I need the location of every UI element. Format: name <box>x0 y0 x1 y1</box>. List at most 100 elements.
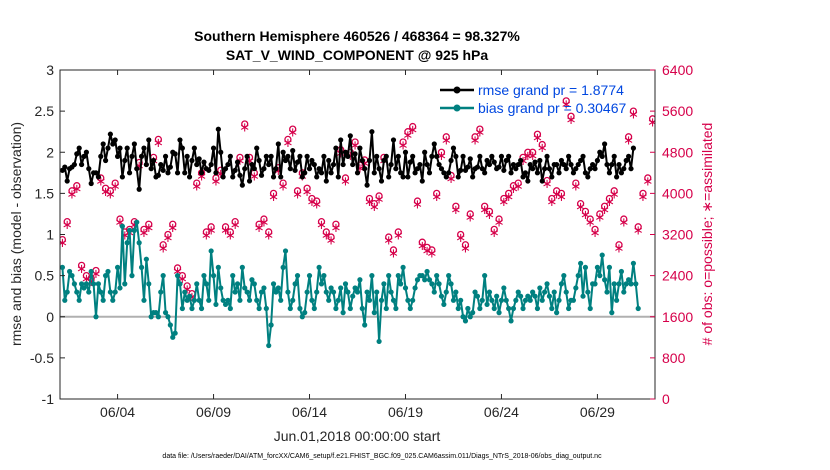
y-tick-label: 0 <box>46 309 54 325</box>
rmse-point <box>611 153 617 159</box>
obs-assimilated-point: ∗ <box>503 189 514 204</box>
rmse-point <box>352 151 358 157</box>
rmse-point <box>194 161 200 168</box>
y-right-tick-label: 0 <box>662 391 670 407</box>
rmse-point <box>448 157 454 164</box>
rmse-point <box>208 161 214 168</box>
bias-point <box>126 227 133 233</box>
legend-rmse-label: rmse grand pr = 1.8774 <box>478 82 624 98</box>
rmse-point <box>100 141 106 147</box>
obs-possible-point <box>394 228 402 236</box>
obs-possible-point <box>615 241 623 249</box>
rmse-point <box>520 174 526 180</box>
obs-assimilated-point: ∗ <box>86 274 97 289</box>
obs-assimilated-point: ∗ <box>115 215 126 230</box>
obs-assimilated-point: ∗ <box>417 238 428 253</box>
obs-assimilated-point: ∗ <box>263 228 274 243</box>
bias-point <box>347 305 353 312</box>
rmse-point <box>297 153 303 159</box>
rmse-point <box>479 166 485 172</box>
obs-assimilated-point: ∗ <box>234 153 245 168</box>
bias-point <box>518 293 524 299</box>
plot-clip-group: ∗∗∗∗∗∗∗∗∗∗∗∗∗∗∗∗∗∗∗∗∗∗∗∗∗∗∗∗∗∗∗∗∗∗∗∗∗∗∗∗… <box>60 96 655 349</box>
obs-assimilated-point: ∗ <box>422 243 433 258</box>
bias-point <box>261 285 267 291</box>
obs-assimilated-point: ∗ <box>215 166 226 181</box>
rmse-point <box>510 161 517 168</box>
bias-point <box>364 289 370 295</box>
bias-point <box>88 268 94 275</box>
rmse-point <box>424 161 430 168</box>
rmse-point <box>114 153 121 159</box>
rmse-point <box>585 174 591 180</box>
obs-possible-point <box>202 228 211 236</box>
obs-assimilated-point: ∗ <box>465 210 476 225</box>
obs-assimilated-point: ∗ <box>393 228 404 243</box>
obs-assimilated-point: ∗ <box>436 148 447 163</box>
bias-point <box>105 268 111 275</box>
bias-point <box>436 281 442 287</box>
bias-point <box>585 289 591 295</box>
obs-assimilated-point: ∗ <box>575 199 586 214</box>
bias-point <box>354 289 361 295</box>
bias-point <box>510 305 517 312</box>
bias-point <box>491 305 497 312</box>
rmse-point <box>323 178 329 184</box>
bias-point <box>580 293 586 299</box>
y-right-tick-label: 6400 <box>662 62 693 78</box>
obs-assimilated-point: ∗ <box>110 179 121 194</box>
bias-point <box>237 297 243 303</box>
bias-point <box>66 268 73 275</box>
y-tick-label: 2.5 <box>35 103 55 119</box>
bias-point <box>592 281 598 287</box>
rmse-point <box>119 174 125 180</box>
obs-possible-point <box>524 148 532 156</box>
rmse-point <box>186 174 193 180</box>
obs-possible-point <box>193 179 201 187</box>
obs-possible-point <box>610 187 618 195</box>
bias-point <box>318 281 325 287</box>
bias-point <box>626 277 632 283</box>
rmse-point <box>83 149 89 155</box>
x-tick-label: 06/09 <box>196 404 231 420</box>
obs-possible-point <box>437 148 446 156</box>
obs-assimilated-point: ∗ <box>441 132 452 147</box>
obs-possible-point <box>586 215 594 223</box>
rmse-point <box>558 157 565 164</box>
bias-point <box>520 305 526 312</box>
obs-possible-point <box>485 207 494 216</box>
bias-point <box>614 297 620 303</box>
x-axis-label: Jun.01,2018 00:00:00 start <box>274 428 441 444</box>
bias-point <box>230 273 236 279</box>
rmse-point <box>359 157 365 164</box>
bias-point <box>306 273 313 279</box>
rmse-point <box>302 170 308 176</box>
rmse-point <box>266 161 272 168</box>
rmse-point <box>230 174 236 180</box>
bias-point <box>143 256 149 262</box>
bias-point <box>597 273 603 279</box>
obs-assimilated-point: ∗ <box>633 222 644 237</box>
bias-point <box>366 297 373 303</box>
bias-point <box>566 305 572 312</box>
rmse-point <box>450 145 457 151</box>
obs-possible-point <box>221 223 230 231</box>
bias-point <box>220 297 226 303</box>
legend: rmse grand pr = 1.8774 bias grand pr = 0… <box>440 82 626 116</box>
rmse-point <box>326 157 332 164</box>
bias-point <box>316 264 322 270</box>
rmse-point <box>160 167 166 173</box>
obs-possible-point <box>226 228 234 236</box>
bias-point <box>402 285 409 291</box>
rmse-point <box>86 166 92 172</box>
bias-point <box>323 289 329 295</box>
rmse-point <box>467 156 473 162</box>
rmse-point <box>614 174 620 180</box>
rmse-point <box>254 145 260 151</box>
obs-possible-point <box>428 246 436 254</box>
rmse-point <box>419 178 425 184</box>
bias-point <box>419 273 425 279</box>
bias-point <box>398 281 404 287</box>
bias-point <box>455 305 461 312</box>
